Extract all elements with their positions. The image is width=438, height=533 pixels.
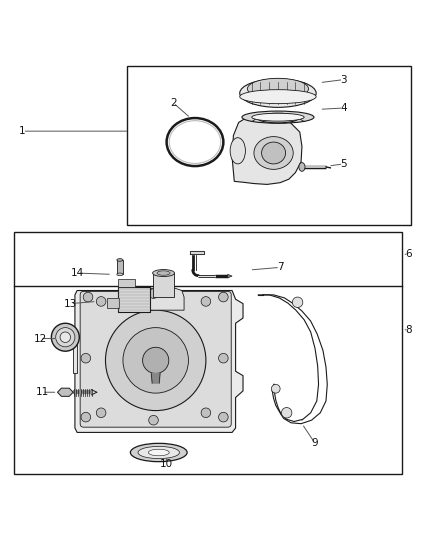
Circle shape: [219, 353, 228, 363]
Bar: [14, 231, 403, 474]
Circle shape: [81, 353, 91, 363]
Ellipse shape: [131, 443, 187, 462]
Circle shape: [292, 297, 303, 308]
Text: 10: 10: [160, 459, 173, 469]
Ellipse shape: [247, 78, 308, 99]
Text: 3: 3: [340, 75, 347, 85]
Polygon shape: [145, 288, 184, 310]
Text: 1: 1: [19, 126, 26, 136]
Circle shape: [60, 332, 71, 343]
Ellipse shape: [240, 79, 316, 107]
Circle shape: [149, 289, 158, 298]
Circle shape: [96, 408, 106, 417]
Bar: [118, 279, 135, 287]
Text: 5: 5: [340, 159, 347, 169]
Circle shape: [272, 384, 280, 393]
Circle shape: [106, 310, 206, 410]
Bar: [127, 66, 411, 225]
Text: 13: 13: [64, 298, 77, 309]
Circle shape: [56, 328, 75, 347]
Text: 4: 4: [340, 103, 347, 113]
Ellipse shape: [230, 138, 245, 164]
Circle shape: [201, 408, 211, 417]
Bar: [118, 287, 150, 312]
Ellipse shape: [252, 113, 304, 121]
Circle shape: [83, 292, 93, 302]
Circle shape: [219, 292, 228, 302]
Text: 8: 8: [406, 325, 412, 335]
Polygon shape: [57, 388, 73, 397]
Ellipse shape: [117, 273, 123, 276]
Text: 2: 2: [170, 98, 177, 108]
Ellipse shape: [157, 271, 170, 275]
Ellipse shape: [261, 142, 286, 164]
Text: 9: 9: [312, 438, 318, 448]
Bar: [107, 298, 119, 308]
Ellipse shape: [148, 449, 169, 456]
Ellipse shape: [242, 111, 314, 123]
Ellipse shape: [117, 259, 123, 261]
Circle shape: [149, 415, 158, 425]
Ellipse shape: [257, 113, 299, 123]
Polygon shape: [75, 290, 243, 432]
Polygon shape: [190, 251, 204, 254]
Ellipse shape: [138, 446, 180, 458]
Polygon shape: [73, 341, 77, 374]
Polygon shape: [232, 115, 302, 184]
Text: 11: 11: [35, 387, 49, 397]
Circle shape: [123, 328, 188, 393]
Circle shape: [219, 413, 228, 422]
Polygon shape: [228, 274, 232, 278]
Ellipse shape: [254, 136, 293, 169]
Circle shape: [81, 413, 91, 422]
Text: 12: 12: [33, 334, 46, 344]
Bar: [117, 260, 123, 274]
Circle shape: [282, 408, 292, 418]
Text: 7: 7: [277, 262, 283, 272]
Text: 6: 6: [406, 249, 412, 259]
Circle shape: [96, 297, 106, 306]
Text: 14: 14: [71, 268, 84, 278]
Ellipse shape: [152, 270, 174, 277]
Circle shape: [143, 348, 169, 374]
Ellipse shape: [240, 90, 316, 103]
Polygon shape: [151, 374, 160, 383]
Ellipse shape: [299, 163, 305, 171]
Circle shape: [201, 297, 211, 306]
Circle shape: [51, 323, 79, 351]
Bar: [152, 273, 174, 297]
FancyBboxPatch shape: [80, 292, 231, 427]
